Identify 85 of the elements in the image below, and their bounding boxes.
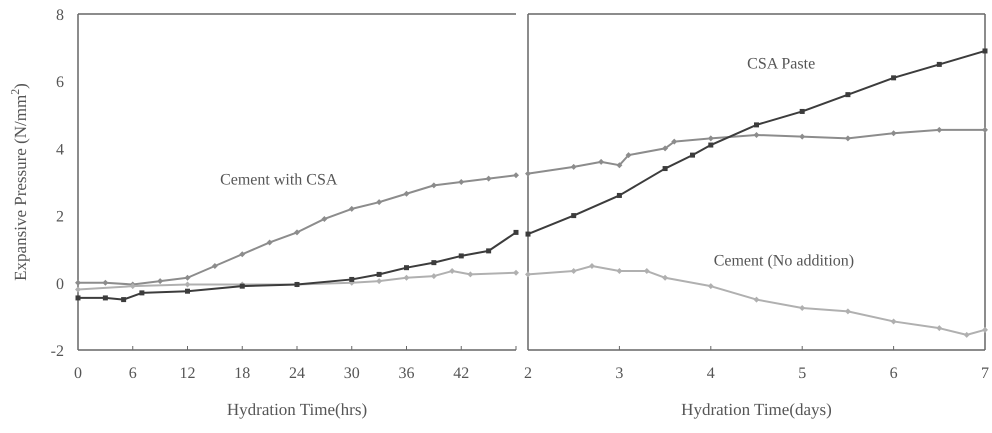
point bbox=[662, 166, 668, 172]
point bbox=[754, 122, 759, 128]
point bbox=[266, 239, 273, 246]
point bbox=[458, 179, 464, 185]
x-tick-label: 7 bbox=[981, 365, 989, 382]
point bbox=[598, 158, 604, 165]
x-tick-label: 24 bbox=[289, 365, 305, 382]
point bbox=[239, 251, 246, 258]
point bbox=[800, 108, 805, 114]
x-tick-label: 6 bbox=[128, 365, 137, 382]
y-tick-label: 8 bbox=[56, 7, 64, 24]
point bbox=[662, 145, 668, 152]
point bbox=[185, 288, 190, 294]
point bbox=[75, 286, 81, 293]
y-tick-label: 4 bbox=[56, 141, 64, 158]
series-label: CSA Paste bbox=[747, 56, 816, 73]
x-tick-label: 30 bbox=[344, 365, 360, 382]
point bbox=[662, 274, 668, 281]
point bbox=[982, 48, 988, 54]
point bbox=[690, 152, 696, 158]
point bbox=[486, 176, 492, 182]
point bbox=[526, 232, 530, 237]
point bbox=[458, 253, 464, 258]
y-tick-label: 2 bbox=[56, 208, 64, 226]
point bbox=[102, 295, 108, 300]
point bbox=[754, 132, 760, 138]
x-tick-label: 2 bbox=[524, 365, 532, 382]
y-tick-label: 0 bbox=[56, 276, 64, 293]
point bbox=[404, 265, 409, 270]
x-tick-label: 5 bbox=[798, 365, 806, 382]
point bbox=[525, 170, 531, 177]
point bbox=[588, 263, 595, 269]
point bbox=[430, 182, 437, 188]
point bbox=[321, 216, 328, 222]
point bbox=[376, 272, 382, 277]
point bbox=[525, 271, 531, 278]
point bbox=[571, 213, 576, 218]
point bbox=[982, 126, 988, 133]
point bbox=[671, 138, 678, 145]
y-tick-label: 6 bbox=[56, 74, 64, 92]
point bbox=[891, 75, 896, 80]
point bbox=[348, 206, 355, 212]
point bbox=[845, 92, 850, 98]
point bbox=[121, 297, 126, 302]
point bbox=[754, 296, 760, 303]
x-axis-title: Hydration Time(hrs) bbox=[226, 400, 368, 419]
point bbox=[708, 283, 714, 290]
point bbox=[212, 263, 218, 269]
point bbox=[404, 274, 410, 281]
point bbox=[157, 278, 164, 284]
point bbox=[184, 274, 190, 281]
point bbox=[936, 62, 942, 67]
point bbox=[139, 290, 144, 296]
x-tick-label: 6 bbox=[890, 365, 898, 382]
point bbox=[570, 268, 577, 274]
point bbox=[240, 284, 245, 289]
point bbox=[349, 276, 354, 282]
point bbox=[708, 142, 714, 148]
point bbox=[514, 230, 518, 235]
series-label: Cement (No addition) bbox=[714, 252, 854, 270]
point bbox=[616, 162, 622, 168]
x-tick-label: 12 bbox=[180, 365, 196, 382]
y-tick-label: -2 bbox=[50, 343, 64, 360]
point bbox=[570, 164, 577, 170]
point bbox=[513, 172, 519, 178]
x-tick-label: 3 bbox=[615, 365, 624, 382]
point bbox=[431, 260, 436, 266]
x-axis-title: Hydration Time(days) bbox=[681, 400, 832, 419]
point bbox=[404, 190, 410, 197]
x-tick-label: 4 bbox=[706, 365, 715, 382]
series-label: Cement with CSA bbox=[220, 172, 338, 189]
point bbox=[75, 280, 81, 286]
point bbox=[936, 325, 942, 332]
x-tick-label: 0 bbox=[74, 365, 82, 382]
x-tick-label: 36 bbox=[398, 365, 414, 382]
point bbox=[616, 192, 622, 198]
point bbox=[76, 295, 80, 300]
point bbox=[513, 270, 519, 276]
point bbox=[964, 332, 970, 338]
x-tick-label: 18 bbox=[234, 365, 250, 382]
x-tick-label: 42 bbox=[453, 365, 470, 382]
point bbox=[486, 248, 492, 254]
point bbox=[982, 326, 988, 333]
point bbox=[376, 199, 382, 206]
point bbox=[294, 229, 300, 236]
